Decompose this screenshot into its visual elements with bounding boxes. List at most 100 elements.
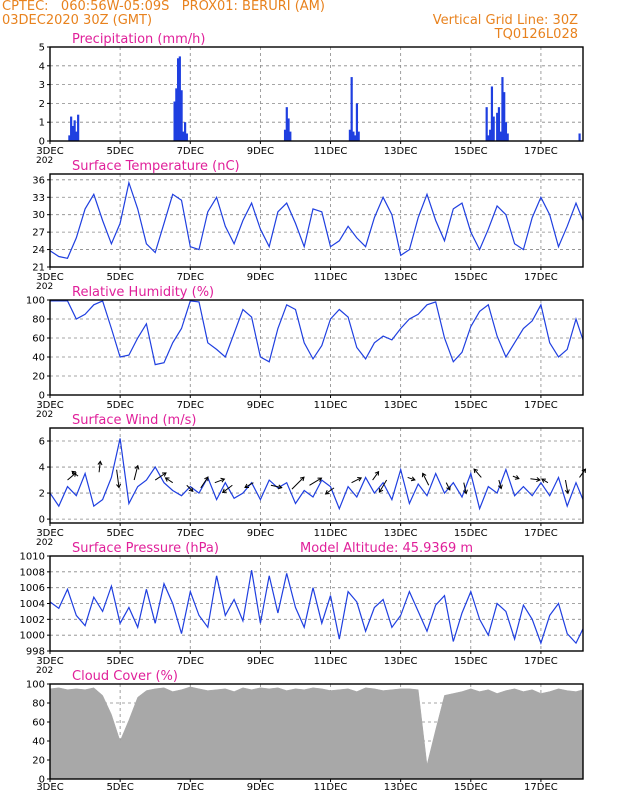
wind-ytick-label: 4 (39, 463, 45, 474)
wind-xtick-label: 17DEC (524, 528, 558, 539)
temperature-ytick-label: 30 (32, 210, 45, 221)
wind-vector-arrow (154, 472, 167, 481)
precipitation-xtick-label: 7DEC (177, 146, 204, 157)
wind-vector-arrow (512, 475, 520, 480)
wind-vector-head (116, 483, 122, 489)
wind-vector-arrow (200, 476, 209, 489)
wind-frame (49, 427, 584, 524)
wind-vector-head (97, 460, 103, 466)
humidity-ytick-label: 100 (26, 296, 45, 307)
cloud-cover-xtick-label: 5DEC (106, 782, 133, 793)
precipitation-bar (184, 122, 187, 141)
precipitation-bar (489, 129, 492, 141)
wind-vector-head (536, 477, 541, 483)
cloud-cover-xtick-label: 15DEC (454, 782, 488, 793)
precipitation-bar (287, 118, 290, 141)
precipitation-bar (178, 56, 181, 141)
header-station: CPTEC: 060:56W-05:09S PROX01: BERURI (AM… (2, 0, 325, 14)
cloud-cover-area (49, 686, 584, 780)
wind-vector-arrow (541, 478, 549, 484)
wind-vector-head (244, 483, 249, 488)
wind-vector-arrow (165, 477, 174, 484)
precipitation-bar (75, 131, 78, 141)
wind-vector-arrow (309, 477, 322, 486)
pressure-ytick-label: 1004 (20, 599, 45, 610)
humidity-ytick-label: 80 (32, 315, 45, 326)
precipitation-bar (173, 101, 176, 141)
wind-vector-arrow (270, 484, 282, 489)
wind-xtick-label: 13DEC (384, 528, 418, 539)
pressure-xtick-label: 11DEC (314, 656, 348, 667)
precipitation-ytick-label: 4 (39, 61, 45, 72)
wind-series-line (49, 438, 584, 511)
wind-ytick-label: 6 (39, 437, 45, 448)
precipitation-bar (77, 114, 80, 141)
cloud-cover-frame (49, 683, 584, 780)
humidity-year-stub: 202 (36, 410, 53, 420)
wind-vector-head (204, 476, 209, 482)
pressure-xtick-label: 15DEC (454, 656, 488, 667)
wind-vector-arrow (325, 487, 335, 495)
pressure-year-stub: 202 (36, 666, 53, 676)
wind-vector-head (134, 464, 140, 470)
precipitation-xtick-label: 3DEC (36, 146, 63, 157)
wind-vector-arrow (116, 469, 120, 488)
temperature-xtick-label: 5DEC (106, 272, 133, 283)
temperature-ytick-label: 33 (32, 193, 45, 204)
precipitation-xtick-label: 15DEC (454, 146, 488, 157)
temperature-frame (49, 173, 584, 268)
wind-vector-arrow (186, 484, 194, 492)
pressure-ytick-label: 1002 (20, 615, 45, 626)
wind-ytick-label: 0 (39, 515, 45, 526)
precipitation-bar (355, 103, 359, 141)
precipitation-bar (176, 58, 180, 141)
wind-vector-arrow (379, 479, 388, 493)
cloud-cover-xtick-label: 13DEC (384, 782, 418, 793)
temperature-ytick-label: 36 (32, 175, 45, 186)
temperature-xtick-label: 7DEC (177, 272, 204, 283)
humidity-xtick-label: 13DEC (384, 400, 418, 411)
wind-vector-head (161, 472, 167, 477)
humidity-frame (49, 299, 584, 396)
wind-vector-head (564, 489, 570, 495)
wind-vector-arrow (372, 471, 380, 481)
precipitation-bar (492, 116, 495, 141)
temperature-ytick-label: 24 (32, 245, 45, 256)
wind-vector-arrow (67, 472, 77, 481)
wind-xtick-label: 9DEC (247, 528, 274, 539)
humidity-xtick-label: 9DEC (247, 400, 274, 411)
wind-vector-arrow (214, 478, 225, 484)
wind-vector-arrow (445, 482, 451, 491)
wind-xtick-label: 15DEC (454, 528, 488, 539)
precipitation-ytick-label: 0 (39, 137, 45, 148)
precipitation-bar (180, 90, 183, 141)
wind-vector-head (463, 489, 468, 495)
wind-vector-arrow (564, 479, 569, 494)
precipitation-bar (578, 133, 581, 141)
pressure-ytick-label: 1008 (20, 567, 45, 578)
precipitation-xtick-label: 9DEC (247, 146, 274, 157)
humidity-ytick-label: 60 (32, 334, 45, 345)
precipitation-bar (354, 135, 357, 141)
wind-vector-head (374, 470, 380, 476)
humidity-xtick-label: 7DEC (177, 400, 204, 411)
pressure-xtick-label: 5DEC (106, 656, 133, 667)
cloud-cover-xtick-label: 7DEC (177, 782, 204, 793)
wind-vector-arrow (133, 465, 139, 481)
wind-vector-head (221, 488, 227, 494)
cloud-cover-xtick-label: 3DEC (36, 782, 63, 793)
wind-ytick-label: 2 (39, 489, 45, 500)
temperature-xtick-label: 13DEC (384, 272, 418, 283)
precipitation-xtick-label: 17DEC (524, 146, 558, 157)
pressure-series-line (49, 570, 584, 645)
humidity-ytick-label: 40 (32, 353, 45, 364)
wind-vector-arrow (422, 473, 430, 486)
precipitation-xtick-label: 5DEC (106, 146, 133, 157)
precipitation-bar (68, 135, 71, 141)
precipitation-bar (182, 131, 185, 141)
cloud-cover-ytick-label: 0 (39, 775, 45, 786)
precipitation-bar (350, 77, 353, 141)
wind-vector-head (324, 490, 330, 495)
wind-year-stub: 202 (36, 538, 53, 548)
precipitation-title: Precipitation (mm/h) (72, 32, 205, 47)
